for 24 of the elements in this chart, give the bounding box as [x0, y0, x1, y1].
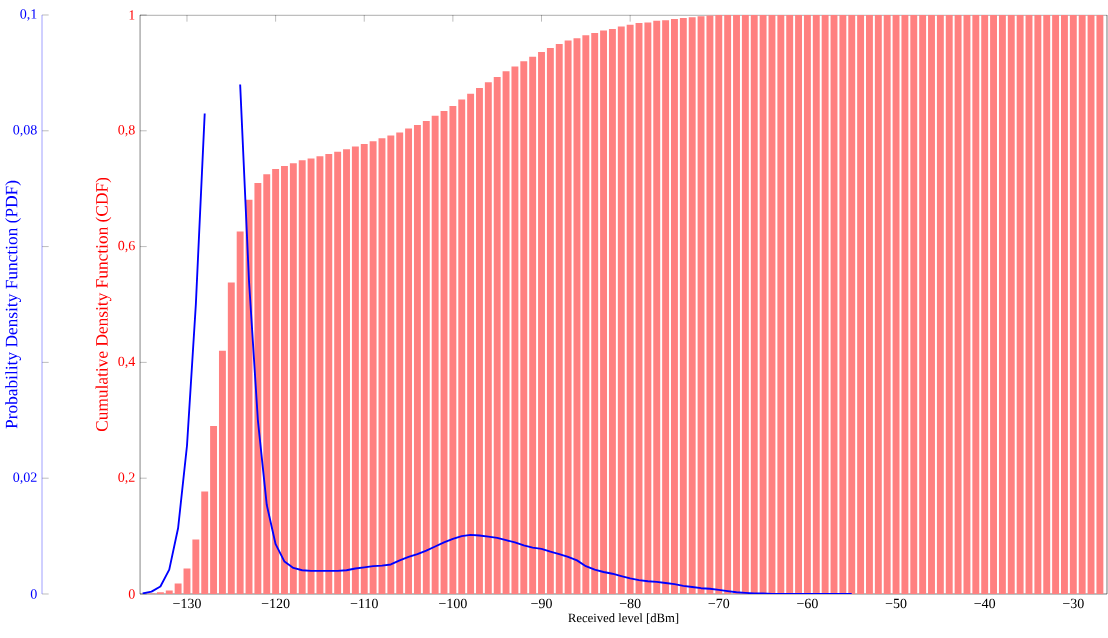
x-tick-label: −50	[885, 598, 907, 609]
x-tick-label: −80	[619, 598, 641, 609]
x-tick-label: −110	[350, 598, 378, 609]
x-tick-label: −60	[797, 598, 818, 609]
y2-tick-label: 0	[30, 589, 37, 599]
y2-tick-label: 0,08	[13, 125, 37, 137]
y-axis-title: Cumulative Density Function (CDF)	[95, 177, 112, 432]
y2-tick-label: 0,1	[20, 9, 37, 21]
x-tick-label: −90	[531, 598, 552, 609]
x-tick-label: −100	[439, 598, 467, 609]
y2-tick-label: 0,02	[13, 472, 37, 484]
y-tick-label: 0,6	[118, 240, 135, 253]
x-tick-label: −40	[974, 598, 996, 609]
x-axis-title: Received level [dBm]	[568, 613, 679, 624]
y-tick-label: 1	[129, 10, 135, 20]
y-tick-label: 0,8	[118, 125, 135, 137]
y-tick-label: 0,4	[118, 356, 136, 369]
x-tick-label: −30	[1063, 598, 1084, 609]
y-tick-label: 0,2	[118, 472, 135, 484]
y-tick-label: 0	[128, 589, 135, 599]
x-tick-label: −130	[173, 598, 201, 609]
x-tick-label: −70	[708, 598, 730, 609]
x-tick-label: −120	[261, 598, 290, 609]
y2-axis-title: Probability Density Function (PDF)	[5, 180, 21, 429]
